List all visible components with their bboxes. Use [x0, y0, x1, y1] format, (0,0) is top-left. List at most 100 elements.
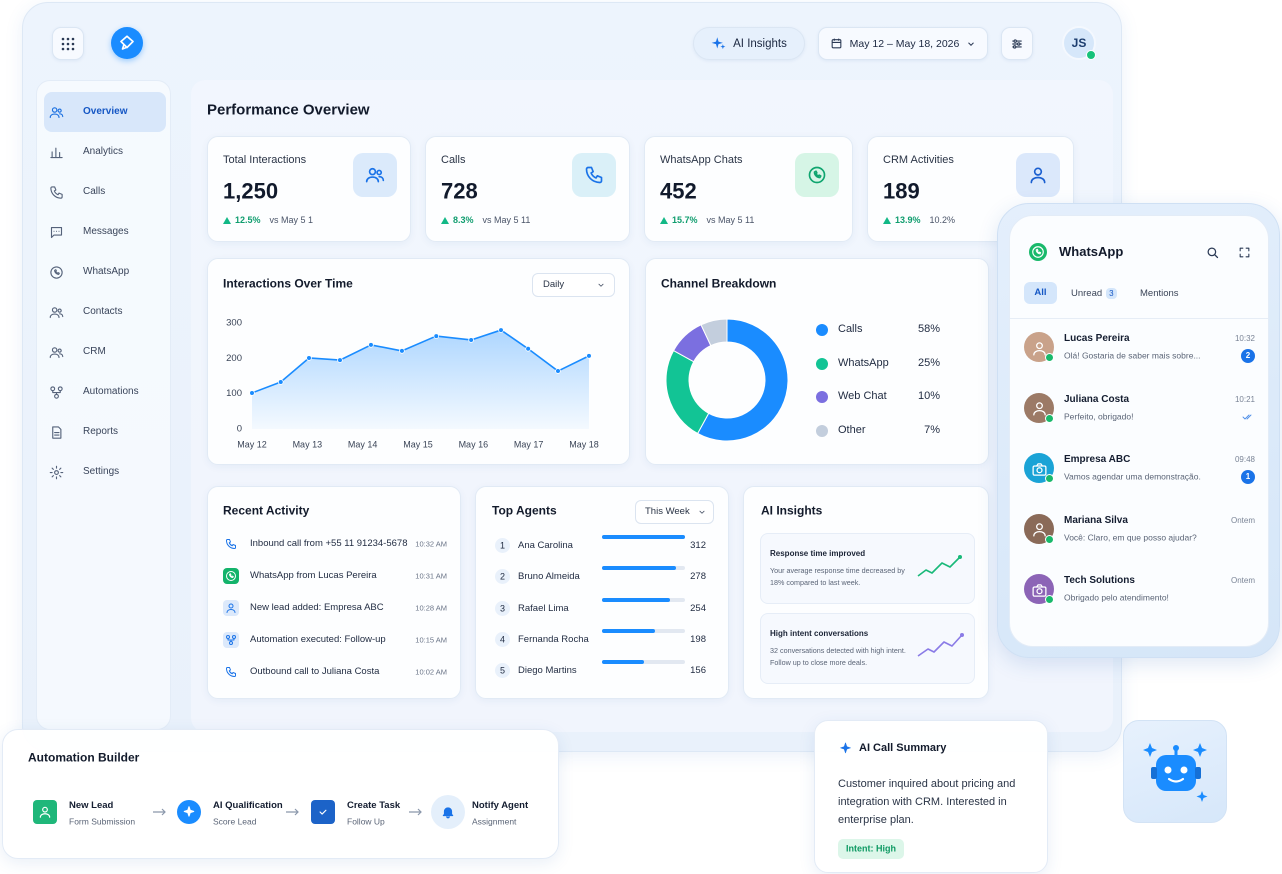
intent-tag: Intent: High — [838, 839, 904, 859]
ai-insights-button[interactable]: AI Insights — [693, 27, 805, 60]
trend-up — [660, 216, 668, 224]
sidebar-item[interactable]: WhatsApp — [44, 252, 166, 292]
sidebar-item[interactable]: Calls — [44, 172, 166, 212]
step-title: AI Qualification — [213, 800, 283, 812]
page-title: Performance Overview — [207, 101, 370, 119]
divider — [1010, 318, 1268, 319]
point — [399, 348, 405, 354]
insight-title: High intent conversations — [770, 629, 869, 638]
date-range-button[interactable]: May 12 – May 18, 2026 — [818, 27, 988, 60]
icon-part — [49, 113, 60, 118]
icon — [226, 571, 236, 581]
tab-count: 3 — [1106, 287, 1117, 299]
icon-part — [51, 306, 57, 313]
icon — [585, 166, 603, 184]
sidebar-item[interactable]: Settings — [44, 452, 166, 492]
tab[interactable]: Unread 3 — [1065, 282, 1125, 304]
icon-part — [378, 175, 385, 182]
unread-badge — [1241, 349, 1255, 363]
bot-smile — [1167, 777, 1185, 783]
legend-label: Calls — [838, 323, 863, 336]
icon-part — [226, 539, 236, 549]
icon-part — [57, 348, 62, 353]
icon-part — [1033, 167, 1043, 176]
bot-ear — [1195, 767, 1201, 779]
tab-label: Unread — [1071, 287, 1103, 299]
kpi-card: WhatsApp Chats 452 15.7% vs May 5 11 — [644, 136, 853, 242]
icon-part — [319, 809, 327, 815]
dropdown[interactable]: Daily — [532, 273, 615, 297]
x-tick-label: May 16 — [459, 439, 489, 449]
icon-part — [42, 806, 48, 813]
chat-time: 10:21 — [1234, 394, 1255, 404]
bar-track — [602, 660, 685, 665]
icon — [49, 106, 63, 118]
agent-bar — [602, 660, 644, 665]
step-title: Create Task — [347, 800, 401, 812]
kpi-compare: vs May 5 11 — [706, 215, 755, 225]
legend-value: 10% — [917, 390, 940, 403]
icon — [442, 807, 454, 819]
icon-part — [1032, 246, 1044, 258]
sidebar-item[interactable]: Analytics — [44, 132, 166, 172]
sidebar-item[interactable]: Messages — [44, 212, 166, 252]
step-subtitle: Score Lead — [213, 816, 257, 827]
assistant-bot — [1123, 720, 1227, 823]
rank-badge — [495, 631, 510, 647]
tab[interactable]: Mentions — [1134, 282, 1194, 304]
x-tick-label: May 15 — [403, 439, 433, 449]
tab-label: All — [1034, 287, 1047, 299]
agent-bar — [602, 597, 670, 602]
icon — [49, 385, 63, 399]
sidebar-item[interactable]: Overview — [44, 92, 166, 132]
arrow — [286, 808, 299, 816]
kpi-label: Calls — [441, 154, 466, 167]
activity-icon — [223, 664, 239, 680]
icon-part — [227, 638, 235, 642]
donut-slice — [665, 349, 710, 435]
tab-label: Mentions — [1140, 287, 1179, 299]
chart-title: Channel Breakdown — [661, 276, 777, 291]
sidebar-item[interactable]: Reports — [44, 412, 166, 452]
chat-avatar[interactable] — [1024, 332, 1054, 362]
tab-active[interactable]: All — [1024, 282, 1057, 304]
rank-badge — [495, 663, 510, 679]
filter-button[interactable] — [1001, 27, 1033, 60]
icon-part — [1035, 248, 1042, 255]
icon — [39, 806, 51, 818]
icon-part — [53, 469, 59, 475]
kpi-label: CRM Activities — [883, 154, 954, 167]
sparkle — [1193, 743, 1207, 757]
icon-part — [585, 166, 603, 184]
icon — [319, 809, 327, 815]
y-tick-label: 300 — [226, 318, 242, 329]
icon — [1031, 584, 1047, 597]
online-dot — [1086, 50, 1096, 60]
icon-part — [49, 265, 63, 279]
kpi-label: Total Interactions — [223, 154, 307, 167]
icon — [1032, 402, 1046, 416]
icon-part — [1035, 402, 1043, 410]
sidebar-item[interactable]: Automations — [44, 372, 166, 412]
sidebar-item[interactable]: Contacts — [44, 292, 166, 332]
legend-swatch — [816, 425, 828, 438]
whatsapp-badge — [1045, 474, 1054, 484]
icon — [49, 185, 63, 199]
activity-text: New lead added: Empresa ABC — [250, 602, 384, 614]
kpi-change: 12.5% — [235, 215, 261, 225]
dropdown[interactable]: This Week — [635, 500, 714, 524]
sidebar-item[interactable]: CRM — [44, 332, 166, 372]
step-title: Notify Agent — [472, 800, 529, 812]
apps-button[interactable] — [52, 27, 84, 60]
logo[interactable] — [111, 27, 143, 59]
insights-card: AI Insights Response time improved Your av… — [743, 486, 989, 699]
agents-card: Top Agents This Week 1 Ana Carolina 312 2 Brun… — [475, 486, 729, 699]
step-icon — [33, 800, 57, 824]
activity-text: Outbound call to Juliana Costa — [250, 666, 380, 678]
x-tick-label: May 18 — [569, 439, 599, 449]
chat-avatar[interactable] — [1024, 574, 1054, 605]
activity-time: 10:31 AM — [415, 571, 447, 581]
icon-part — [49, 313, 60, 318]
kpi-change: 15.7% — [672, 215, 698, 225]
icon-part — [376, 169, 383, 176]
